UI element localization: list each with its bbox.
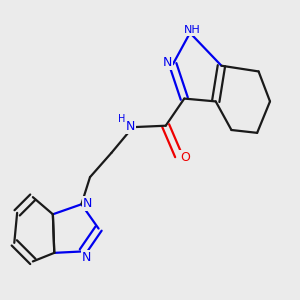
Text: N: N [163,56,172,69]
Text: H: H [118,114,125,124]
Text: NH: NH [184,25,201,35]
Text: N: N [83,197,92,210]
Text: N: N [126,120,135,133]
Text: O: O [180,151,190,164]
Text: N: N [82,251,91,264]
